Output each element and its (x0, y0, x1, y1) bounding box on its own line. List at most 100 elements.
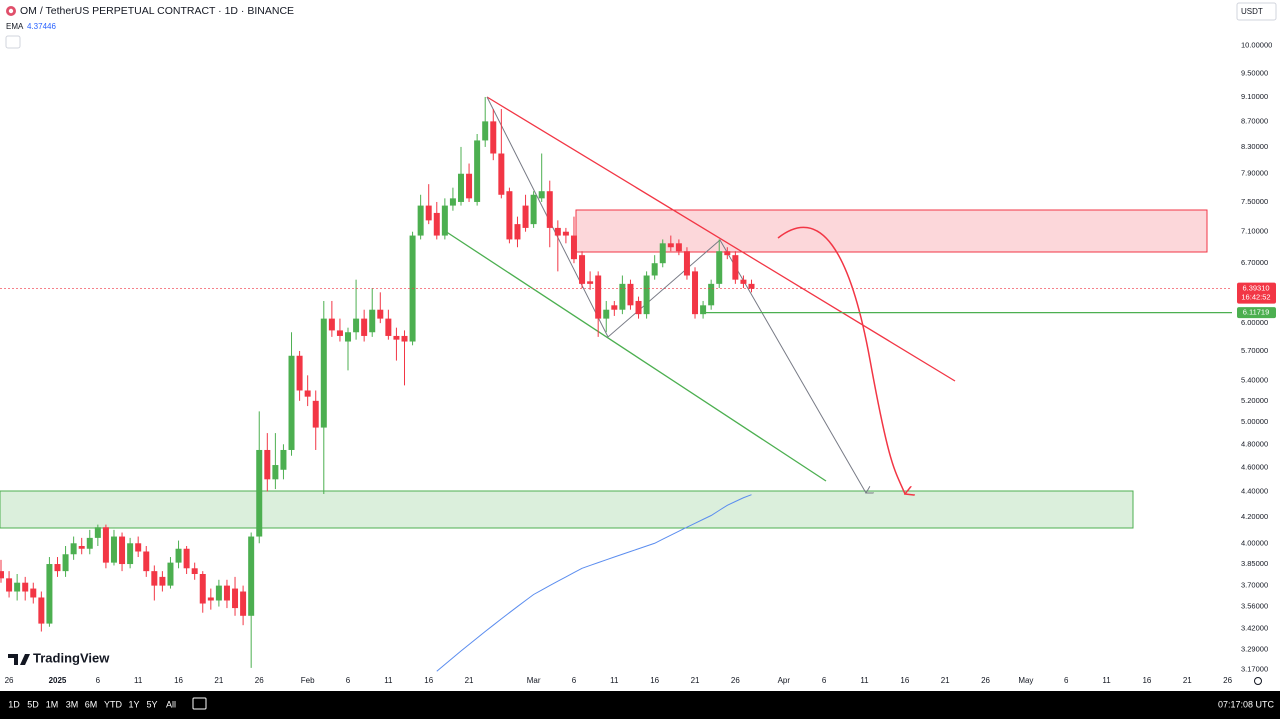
clock: 07:17:08 UTC (1218, 699, 1275, 709)
candle-body (522, 205, 529, 228)
candle-body (46, 564, 53, 624)
range-button[interactable]: 1M (46, 699, 59, 709)
y-tick-label: 10.00000 (1241, 41, 1272, 50)
candle-body (361, 318, 368, 336)
x-tick-label: 6 (822, 676, 827, 685)
candle-body (215, 585, 222, 601)
x-tick-label: Apr (778, 676, 791, 685)
candle-body (102, 527, 109, 563)
candle-body (223, 585, 230, 601)
range-button[interactable]: 6M (85, 699, 98, 709)
candle-body (78, 546, 85, 549)
candle-body (353, 318, 360, 333)
candle-body (256, 449, 263, 537)
projection-arrow (777, 226, 905, 494)
y-tick-label: 3.29000 (1241, 644, 1268, 653)
candle-body (183, 548, 190, 569)
candle-body (506, 191, 513, 240)
range-button[interactable]: 5Y (146, 699, 157, 709)
candle-body (595, 275, 602, 319)
symbol-icon-inner (8, 8, 14, 14)
range-button[interactable]: 5D (27, 699, 39, 709)
candle-body (369, 309, 376, 333)
candle-body (740, 279, 747, 284)
x-tick-label: 6 (572, 676, 577, 685)
currency-select[interactable] (1236, 2, 1277, 21)
y-tick-label: 3.56000 (1241, 602, 1268, 611)
collapse-button[interactable] (5, 35, 21, 49)
candle-body (328, 318, 335, 331)
candle-body (530, 194, 537, 225)
candle-body (62, 554, 69, 572)
candle-body (708, 283, 715, 306)
y-tick-label: 6.70000 (1241, 258, 1268, 267)
candle-body (667, 243, 674, 248)
candle-body (579, 255, 586, 284)
candle-body (482, 121, 489, 141)
candle-body (457, 173, 464, 202)
candle-body (474, 140, 481, 202)
chart-title: OM / TetherUS PERPETUAL CONTRACT · 1D · … (20, 5, 294, 17)
brand-name: TradingView (33, 650, 110, 665)
y-tick-label: 7.50000 (1241, 197, 1268, 206)
candle-body (336, 330, 343, 336)
candle-body (345, 332, 352, 342)
x-tick-label: 16 (900, 676, 909, 685)
candle-body (159, 576, 166, 586)
x-tick-label: 16 (650, 676, 659, 685)
candle-body (86, 537, 93, 549)
y-tick-label: 5.70000 (1241, 346, 1268, 355)
x-tick-label: 26 (981, 676, 990, 685)
x-tick-label: 11 (1102, 676, 1111, 685)
candle-body (6, 578, 13, 592)
candle-body (296, 355, 303, 391)
candle-body (175, 548, 182, 563)
candle-body (603, 309, 610, 319)
header: OM / TetherUS PERPETUAL CONTRACT · 1D · … (5, 2, 1277, 49)
x-tick-label: 26 (255, 676, 264, 685)
x-tick-label: 26 (1223, 676, 1232, 685)
candle-body (449, 198, 456, 206)
level-badge (1237, 307, 1276, 319)
x-tick-label: 21 (214, 676, 223, 685)
x-tick-label: 6 (96, 676, 101, 685)
y-tick-label: 7.10000 (1241, 227, 1268, 236)
candle-body (683, 251, 690, 276)
candle-body (466, 173, 473, 199)
last-price-label: 6.39310 (1242, 284, 1269, 293)
range-button[interactable]: 1Y (128, 699, 139, 709)
candle-body (619, 283, 626, 310)
candle-body (240, 591, 247, 616)
range-button[interactable]: YTD (104, 699, 123, 709)
date-range-button[interactable] (192, 697, 207, 710)
candle-body (651, 263, 658, 276)
candle-body (514, 224, 521, 240)
settings-button[interactable] (1254, 677, 1262, 685)
y-tick-label: 3.70000 (1241, 581, 1268, 590)
candle-body (38, 597, 45, 624)
candle-body (659, 243, 666, 264)
candle-body (732, 255, 739, 280)
support-zone (0, 490, 1134, 529)
range-button[interactable]: 1D (8, 699, 20, 709)
y-tick-label: 4.60000 (1241, 462, 1268, 471)
x-tick-label: 26 (5, 676, 14, 685)
x-tick-label: May (1018, 676, 1033, 685)
y-tick-label: 8.30000 (1241, 142, 1268, 151)
y-tick-label: 9.50000 (1241, 69, 1268, 78)
candle-body (546, 191, 553, 228)
range-button[interactable]: All (166, 699, 176, 709)
candle-body (14, 582, 21, 592)
ema-line (436, 494, 752, 672)
y-tick-label: 4.80000 (1241, 439, 1268, 448)
y-tick-label: 3.85000 (1241, 559, 1268, 568)
range-button[interactable]: 3M (66, 699, 79, 709)
candle-body (119, 536, 126, 565)
x-tick-label: 6 (1064, 676, 1069, 685)
candle-body (248, 536, 255, 616)
brand: TradingView (8, 650, 110, 665)
y-tick-label: 6.00000 (1241, 318, 1268, 327)
last-price-badge (1237, 282, 1276, 304)
candle-body (748, 283, 755, 289)
candle-body (538, 191, 545, 199)
